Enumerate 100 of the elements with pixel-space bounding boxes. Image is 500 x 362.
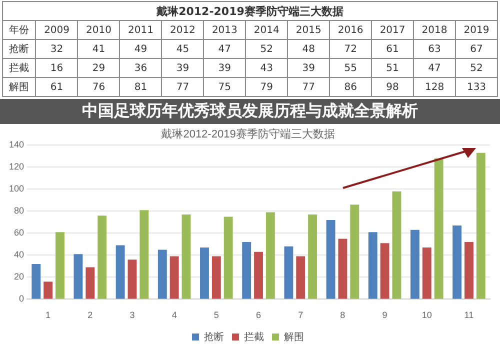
text: 2015 — [288, 20, 330, 40]
y-tick-label: 40 — [14, 250, 24, 260]
bar — [98, 216, 107, 299]
bar — [224, 216, 233, 299]
bar — [200, 248, 209, 299]
bar — [464, 242, 474, 299]
data-label: 47 — [204, 40, 246, 58]
data-label: 98 — [372, 78, 414, 96]
text: 2019 — [456, 20, 498, 40]
bar — [86, 267, 95, 299]
y-tick-label: 120 — [8, 162, 24, 172]
text: 拦截 — [9, 63, 30, 74]
data-label: 128 — [414, 78, 456, 96]
data-label: 52 — [246, 40, 288, 58]
bar — [452, 226, 462, 299]
data-label: 63 — [414, 40, 456, 58]
text: 2010 — [78, 20, 120, 40]
data-label: 52 — [456, 58, 498, 78]
x-tick-label: 3 — [130, 310, 135, 320]
data-label: 45 — [162, 40, 204, 58]
text: 解围 — [9, 82, 30, 93]
text: 2013 — [204, 20, 246, 40]
text: 抢断 — [9, 44, 30, 55]
data-label: 51 — [372, 58, 414, 78]
x-tick-label: 7 — [298, 310, 304, 320]
data-label: 55 — [330, 58, 372, 78]
x-tick-label: 8 — [340, 310, 346, 320]
data-label: 61 — [372, 40, 414, 58]
text: 2016 — [330, 20, 372, 40]
data-label: 49 — [120, 40, 162, 58]
bar — [182, 214, 191, 299]
data-label: 61 — [36, 78, 78, 96]
y-tick-label: 140 — [8, 140, 24, 150]
data-label: 41 — [78, 40, 120, 58]
y-tick-label: 0 — [19, 294, 24, 304]
text: 2014 — [246, 20, 288, 40]
data-label: 32 — [36, 40, 78, 58]
data-label: 79 — [246, 78, 288, 96]
bar — [242, 242, 252, 299]
text: 2018 — [414, 20, 456, 40]
y-tick-label: 20 — [14, 272, 24, 282]
bar — [170, 256, 179, 299]
bar — [308, 214, 317, 299]
data-label: 47 — [414, 58, 456, 78]
x-tick-label: 1 — [46, 310, 51, 320]
x-tick-label: 9 — [382, 310, 388, 320]
text: 2009 — [36, 20, 78, 40]
data-label: 36 — [120, 58, 162, 78]
y-tick-label: 60 — [14, 228, 24, 238]
x-tick-label: 4 — [172, 310, 177, 320]
bar — [128, 260, 137, 299]
data-label: 39 — [204, 58, 246, 78]
bar — [410, 230, 420, 299]
data-label: 75 — [204, 78, 246, 96]
x-tick-label: 10 — [422, 310, 432, 320]
bar — [392, 191, 402, 299]
data-label: 48 — [288, 40, 330, 58]
bar — [140, 210, 149, 299]
data-label: 39 — [288, 58, 330, 78]
legend-label: 抢断 — [204, 330, 224, 343]
bar — [434, 158, 444, 299]
y-tick-label: 80 — [14, 206, 24, 216]
bar — [368, 232, 378, 299]
data-label: 16 — [36, 58, 78, 78]
data-label: 77 — [288, 78, 330, 96]
bar — [350, 204, 360, 299]
data-label: 81 — [120, 78, 162, 96]
data-label: 77 — [162, 78, 204, 96]
text: 戴琳2012-2019赛季防守端三大数据 — [2, 2, 498, 20]
data-label: 43 — [246, 58, 288, 78]
data-label: 76 — [78, 78, 120, 96]
bar — [44, 282, 53, 299]
bar — [380, 243, 390, 299]
y-tick-label: 100 — [8, 184, 24, 194]
bar — [476, 152, 486, 299]
bar — [32, 264, 41, 299]
legend-label: 解围 — [284, 332, 304, 343]
bar — [338, 238, 348, 299]
x-tick-label: 6 — [256, 310, 262, 320]
data-label: 29 — [78, 58, 120, 78]
bar — [74, 254, 83, 299]
text: 年份 — [2, 20, 36, 40]
bar — [266, 212, 275, 299]
text: 2011 — [120, 20, 162, 40]
data-label: 39 — [162, 58, 204, 78]
x-tick-label: 11 — [464, 310, 474, 320]
bar — [422, 248, 432, 299]
bar — [56, 232, 64, 299]
text: 2017 — [372, 20, 414, 40]
bar — [326, 220, 336, 299]
legend-label: 拦截 — [244, 330, 264, 343]
bar — [212, 256, 221, 299]
data-label: 86 — [330, 78, 372, 96]
bar — [116, 245, 125, 299]
x-tick-label: 5 — [214, 310, 219, 320]
bar — [158, 250, 167, 299]
data-label: 72 — [330, 40, 372, 58]
x-tick-label: 2 — [88, 310, 93, 320]
text: 中国足球历年优秀球员发展历程与成就全景解析 — [0, 99, 500, 124]
bar — [296, 256, 306, 299]
